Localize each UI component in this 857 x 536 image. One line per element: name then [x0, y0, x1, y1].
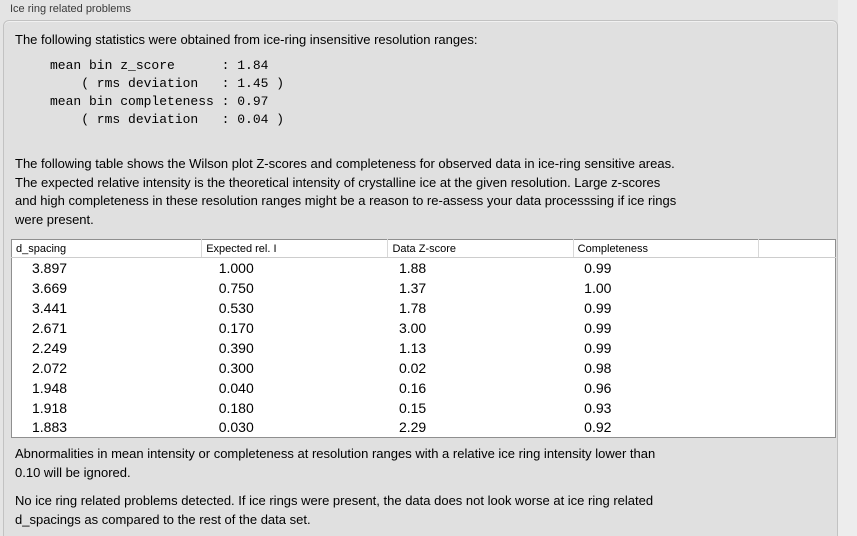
cell-d-spacing: 2.072: [32, 359, 68, 376]
cell-data-z-score: 0.15: [398, 399, 427, 416]
cell-completeness: 0.92: [584, 419, 612, 436]
table-row[interactable]: 3.897 1.000 1.88 0.99: [12, 258, 836, 278]
cell-expected-rel-i: 0.030: [218, 419, 254, 436]
table-row[interactable]: 1.918 0.180 0.15 0.93: [12, 398, 836, 418]
cell-empty: [758, 258, 835, 278]
table-row[interactable]: 3.441 0.530 1.78 0.99: [12, 298, 836, 318]
ice-ring-table: d_spacing Expected rel. I Data Z-score C…: [11, 239, 836, 438]
cell-empty: [758, 358, 835, 378]
cell-empty: [758, 298, 835, 318]
cell-completeness: 1.00: [584, 279, 612, 296]
cell-expected-rel-i: 0.170: [218, 319, 254, 336]
table-row[interactable]: 2.072 0.300 0.02 0.98: [12, 358, 836, 378]
cell-expected-rel-i: 0.530: [218, 299, 254, 316]
cell-expected-rel-i: 0.040: [218, 379, 254, 396]
column-header-expected-rel-i[interactable]: Expected rel. I: [201, 239, 388, 258]
cell-d-spacing: 1.883: [32, 419, 68, 436]
cell-expected-rel-i: 1.000: [218, 259, 254, 276]
cell-data-z-score: 3.00: [398, 319, 427, 336]
cell-data-z-score: 2.29: [398, 419, 427, 436]
column-header-empty: [757, 239, 836, 258]
cell-expected-rel-i: 0.300: [218, 359, 254, 376]
cell-d-spacing: 3.441: [32, 299, 68, 316]
table-row[interactable]: 2.249 0.390 1.13 0.99: [12, 338, 836, 358]
cell-expected-rel-i: 0.750: [218, 279, 254, 296]
cell-data-z-score: 1.13: [398, 339, 427, 356]
cell-empty: [758, 398, 835, 418]
cell-completeness: 0.99: [584, 319, 612, 336]
cell-empty: [758, 278, 835, 298]
column-header-completeness[interactable]: Completeness: [572, 239, 759, 258]
column-header-data-z-score[interactable]: Data Z-score: [387, 239, 574, 258]
cell-empty: [758, 378, 835, 398]
cell-data-z-score: 1.37: [398, 279, 427, 296]
cell-completeness: 0.93: [584, 399, 612, 416]
verdict-paragraph: No ice ring related problems detected. I…: [15, 493, 654, 527]
cell-completeness: 0.96: [584, 379, 612, 396]
cell-completeness: 0.98: [584, 359, 612, 376]
table-description-paragraph: The following table shows the Wilson plo…: [15, 156, 677, 227]
cell-d-spacing: 1.948: [32, 379, 68, 396]
cell-data-z-score: 0.16: [398, 379, 427, 396]
ignore-threshold-paragraph: Abnormalities in mean intensity or compl…: [15, 446, 656, 480]
intro-paragraph: The following statistics were obtained f…: [15, 32, 478, 47]
groupbox-title: Ice ring related problems: [10, 3, 132, 15]
cell-empty: [758, 338, 835, 358]
cell-d-spacing: 3.897: [32, 259, 68, 276]
cell-data-z-score: 1.78: [398, 299, 427, 316]
table-row[interactable]: 3.669 0.750 1.37 1.00: [12, 278, 836, 298]
cell-data-z-score: 1.88: [398, 259, 427, 276]
cell-d-spacing: 3.669: [32, 279, 68, 296]
ice-ring-groupbox: The following statistics were obtained f…: [3, 20, 838, 536]
cell-expected-rel-i: 0.390: [218, 339, 254, 356]
table-row[interactable]: 1.948 0.040 0.16 0.96: [12, 378, 836, 398]
cell-empty: [758, 318, 835, 338]
cell-empty: [758, 418, 835, 438]
table-header: d_spacing Expected rel. I Data Z-score C…: [11, 239, 836, 258]
cell-completeness: 0.99: [584, 339, 612, 356]
cell-d-spacing: 2.671: [32, 319, 68, 336]
cell-completeness: 0.99: [584, 259, 612, 276]
table-row[interactable]: 2.671 0.170 3.00 0.99: [12, 318, 836, 338]
cell-d-spacing: 1.918: [32, 399, 68, 416]
table-row[interactable]: 1.883 0.030 2.29 0.92: [12, 418, 836, 438]
column-header-d-spacing[interactable]: d_spacing: [11, 239, 202, 258]
cell-data-z-score: 0.02: [398, 359, 427, 376]
cell-d-spacing: 2.249: [32, 339, 68, 356]
cell-completeness: 0.99: [584, 299, 612, 316]
cell-expected-rel-i: 0.180: [218, 399, 254, 416]
window-right-margin: [838, 0, 857, 536]
bin-statistics-text: mean bin z_score : 1.84 ( rms deviation …: [50, 58, 285, 127]
